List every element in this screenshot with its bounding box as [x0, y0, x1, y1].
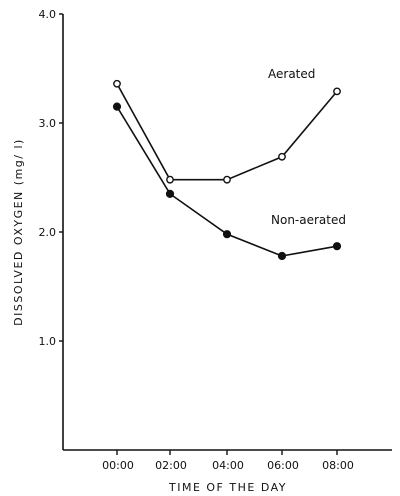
- x-tick-label-1: 02:00: [155, 459, 187, 472]
- series-line-0: [116, 83, 338, 181]
- y-axis-title: DISSOLVED OXYGEN (mg/ l): [12, 138, 25, 326]
- x-tick-label-3: 06:00: [267, 459, 299, 472]
- y-tick-label-1: 2.0: [39, 226, 57, 239]
- x-ticks: 00:00 02:00 04:00 06:00 08:00: [102, 450, 354, 472]
- series-label-aerated: Aerated: [268, 67, 315, 81]
- series-0-point-0: [113, 79, 121, 88]
- series-label-non-aerated: Non-aerated: [271, 213, 346, 227]
- series-1-point-3: [277, 251, 287, 261]
- series-0-point-2: [223, 175, 231, 184]
- y-tick-label-0: 1.0: [39, 335, 57, 348]
- series-0-point-1: [166, 175, 174, 184]
- x-axis-title: TIME OF THE DAY: [168, 481, 287, 494]
- y-tick-label-2: 3.0: [39, 117, 57, 130]
- y-ticks: 1.0 2.0 3.0 4.0: [39, 8, 63, 348]
- series-layer: [112, 79, 342, 261]
- series-1-point-1: [165, 189, 175, 198]
- x-tick-label-2: 04:00: [212, 459, 244, 472]
- x-tick-label-0: 00:00: [102, 459, 134, 472]
- x-tick-label-4: 08:00: [322, 459, 354, 472]
- series-1-point-4: [332, 242, 342, 251]
- y-tick-label-3: 4.0: [39, 8, 57, 21]
- series-0-point-3: [278, 152, 286, 161]
- series-1-point-0: [112, 102, 122, 111]
- series-0-point-4: [333, 87, 341, 96]
- series-1-point-2: [222, 230, 232, 239]
